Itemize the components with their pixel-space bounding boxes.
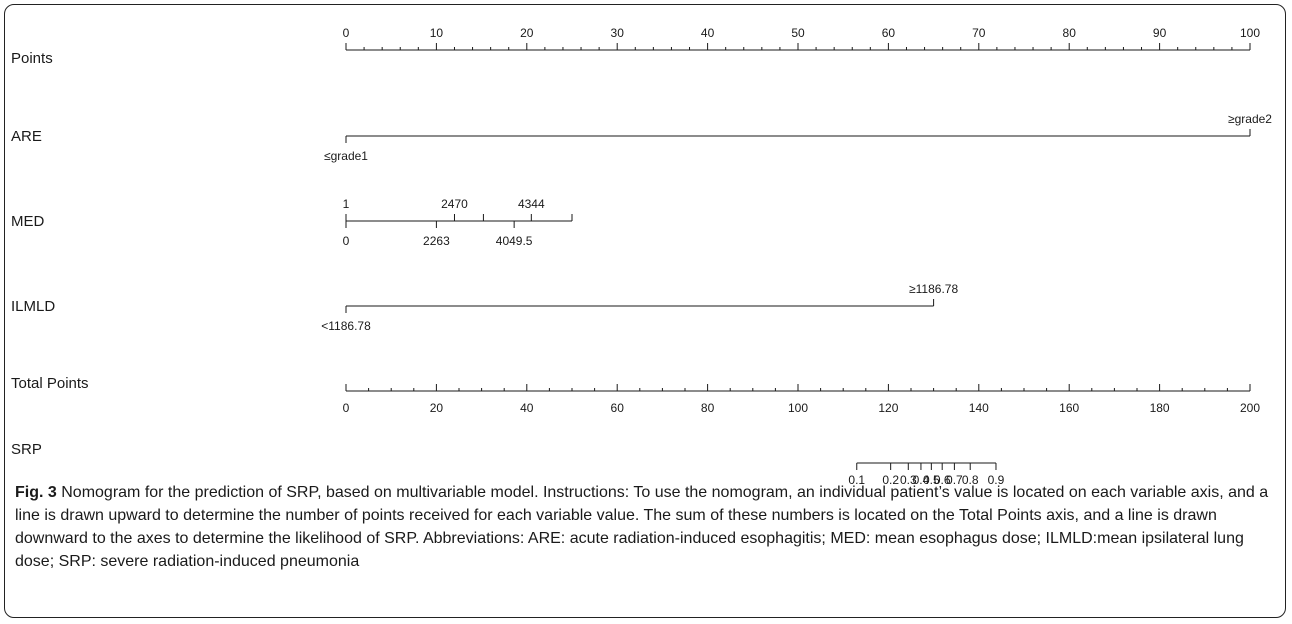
srp-tick-label: 0.9 xyxy=(988,473,1005,487)
points-tick-label: 20 xyxy=(520,26,534,40)
med-level-label: 4344 xyxy=(518,197,545,211)
points-tick-label: 50 xyxy=(791,26,805,40)
points-tick-label: 40 xyxy=(701,26,715,40)
med-level-label: 4049.5 xyxy=(496,234,533,248)
points-tick-label: 0 xyxy=(343,26,350,40)
total-tick-label: 0 xyxy=(343,401,350,415)
are-level-label: ≤grade1 xyxy=(324,149,368,163)
total-tick-label: 40 xyxy=(520,401,534,415)
srp-tick-label: 0.6 xyxy=(934,473,951,487)
med-level-label: 1 xyxy=(343,197,350,211)
are-label: ARE xyxy=(11,128,42,145)
srp-tick-label: 0.3 xyxy=(900,473,917,487)
points-tick-label: 60 xyxy=(882,26,896,40)
total-tick-label: 60 xyxy=(611,401,625,415)
figure-caption: Fig. 3 Nomogram for the prediction of SR… xyxy=(15,481,1275,573)
points-tick-label: 10 xyxy=(430,26,444,40)
ilmld-label: ILMLD xyxy=(11,298,55,315)
are-level-label: ≥grade2 xyxy=(1228,112,1272,126)
med-level-label: 0 xyxy=(343,234,350,248)
total-tick-label: 180 xyxy=(1150,401,1170,415)
points-tick-label: 80 xyxy=(1063,26,1077,40)
ilmld-level-label: ≥1186.78 xyxy=(909,282,958,296)
total-tick-label: 200 xyxy=(1240,401,1260,415)
total-tick-label: 120 xyxy=(878,401,898,415)
total-tick-label: 80 xyxy=(701,401,715,415)
total-tick-label: 20 xyxy=(430,401,444,415)
points-tick-label: 90 xyxy=(1153,26,1167,40)
total-points-label: Total Points xyxy=(11,375,89,392)
med-label: MED xyxy=(11,213,45,230)
srp-tick-label: 0.8 xyxy=(962,473,979,487)
points-tick-label: 30 xyxy=(611,26,625,40)
med-level-label: 2470 xyxy=(441,197,468,211)
figure-label: Fig. 3 xyxy=(15,484,57,501)
total-tick-label: 140 xyxy=(969,401,989,415)
total-tick-label: 100 xyxy=(788,401,808,415)
srp-tick-label: 0.4 xyxy=(913,473,930,487)
srp-tick-label: 0.7 xyxy=(946,473,963,487)
points-tick-label: 100 xyxy=(1240,26,1260,40)
med-level-label: 2263 xyxy=(423,234,450,248)
caption-text: Nomogram for the prediction of SRP, base… xyxy=(15,484,1269,570)
srp-tick-label: 0.5 xyxy=(923,473,940,487)
total-tick-label: 160 xyxy=(1059,401,1079,415)
ilmld-level-label: <1186.78 xyxy=(321,319,371,333)
srp-label: SRP xyxy=(11,441,42,458)
figure-frame: Points 0 10 20 30 40 50 60 70 80 90 100 ARE ≤grade1 ≥g… xyxy=(4,4,1286,618)
points-axis-label: Points xyxy=(11,50,53,67)
srp-tick-label: 0.2 xyxy=(882,473,899,487)
points-tick-label: 70 xyxy=(972,26,986,40)
srp-tick-label: 0.1 xyxy=(848,473,865,487)
